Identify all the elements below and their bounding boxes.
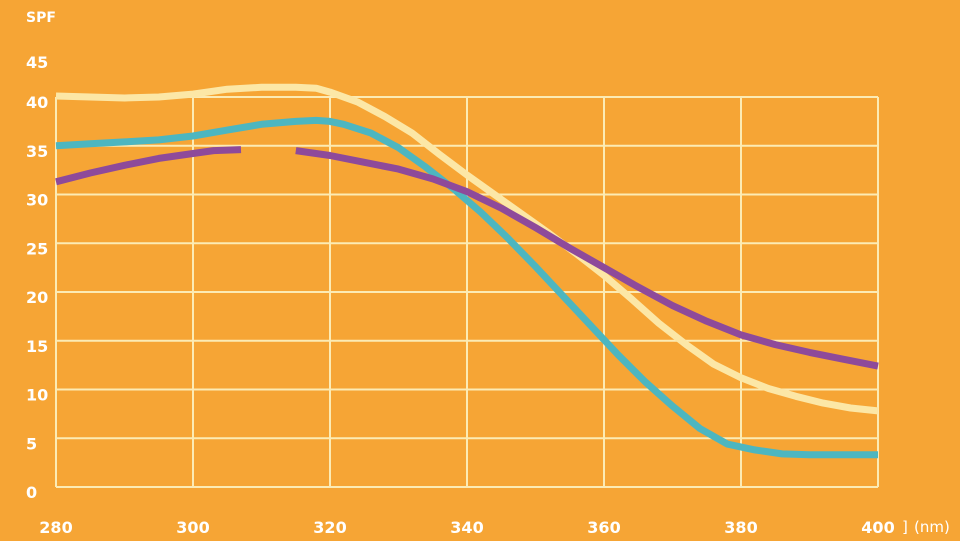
y-tick-label: 30 — [26, 191, 48, 210]
x-tick-label: 400 — [861, 518, 894, 537]
x-tick-labels: 280 300 320 340 360 380 400 — [39, 518, 894, 537]
x-tick-label: 340 — [450, 518, 483, 537]
y-tick-label: 0 — [26, 483, 37, 502]
x-tick-label: 380 — [724, 518, 757, 537]
series-line-3-segment-1 — [55, 146, 242, 186]
x-tick-label: 280 — [39, 518, 72, 537]
y-axis-label: SPF — [26, 10, 56, 26]
series-lines — [55, 83, 879, 459]
y-tick-label: 45 — [26, 53, 48, 72]
grid — [55, 96, 879, 488]
y-tick-label: 35 — [26, 142, 48, 161]
y-tick-label: 5 — [26, 434, 37, 453]
series-line-3-segment-2 — [295, 147, 879, 370]
y-tick-label: 25 — [26, 239, 48, 258]
y-tick-labels: 0 5 10 15 20 25 30 35 40 45 — [26, 53, 48, 502]
y-tick-label: 10 — [26, 386, 48, 405]
series-line-2-segment-1 — [55, 116, 878, 459]
x-axis-unit-bracket: ] — [902, 518, 908, 536]
x-tick-label: 360 — [587, 518, 620, 537]
y-tick-label: 15 — [26, 337, 48, 356]
series-line-1-segment-1 — [55, 83, 879, 415]
x-axis-unit: (nm) — [914, 518, 950, 536]
y-tick-label: 20 — [26, 288, 48, 307]
x-tick-label: 300 — [176, 518, 209, 537]
y-tick-label: 40 — [26, 93, 48, 112]
x-tick-label: 320 — [313, 518, 346, 537]
